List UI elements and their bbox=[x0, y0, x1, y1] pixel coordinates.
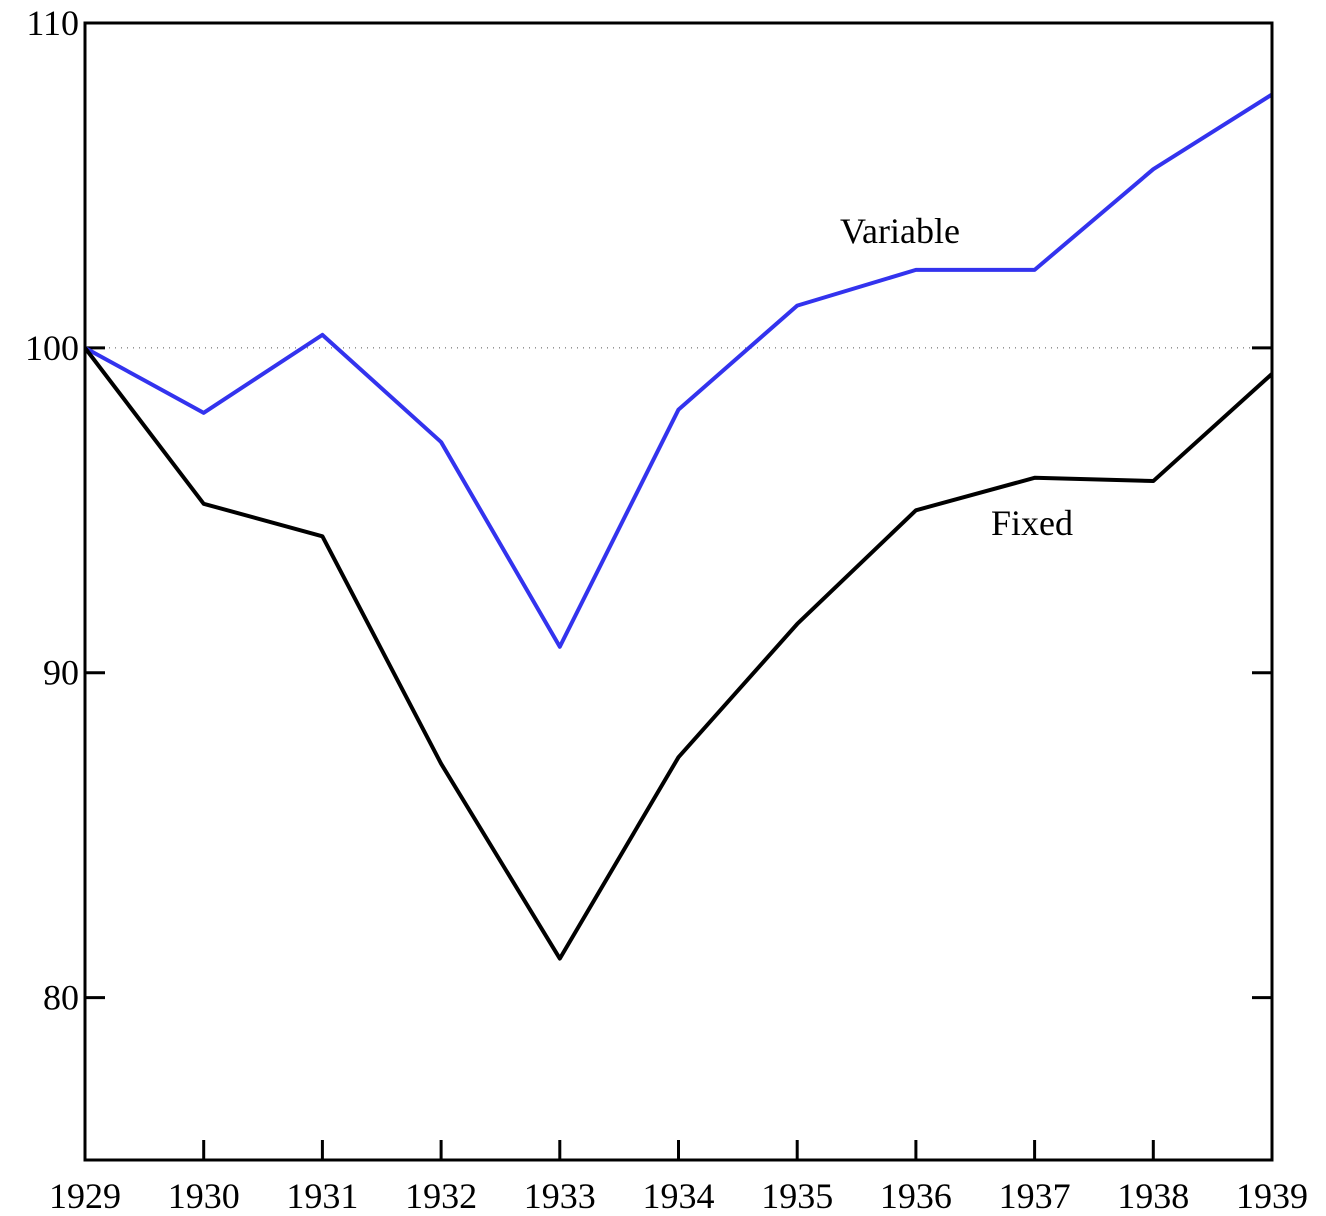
x-tick-label: 1935 bbox=[761, 1176, 833, 1216]
x-tick-label: 1937 bbox=[999, 1176, 1071, 1216]
y-tick-label: 100 bbox=[25, 328, 79, 368]
x-tick-label: 1932 bbox=[405, 1176, 477, 1216]
x-tick-label: 1939 bbox=[1236, 1176, 1308, 1216]
x-tick-label: 1936 bbox=[880, 1176, 952, 1216]
x-tick-label: 1934 bbox=[643, 1176, 715, 1216]
x-tick-label: 1929 bbox=[49, 1176, 121, 1216]
y-tick-label: 110 bbox=[26, 3, 79, 43]
y-tick-label: 90 bbox=[43, 653, 79, 693]
series-label: Fixed bbox=[991, 503, 1073, 543]
series-line bbox=[83, 346, 1274, 961]
x-tick-label: 1933 bbox=[524, 1176, 596, 1216]
y-tick-label: 80 bbox=[43, 978, 79, 1018]
x-tick-label: 1930 bbox=[168, 1176, 240, 1216]
x-tick-label: 1938 bbox=[1117, 1176, 1189, 1216]
series-label: Variable bbox=[840, 211, 960, 251]
plot-frame bbox=[83, 21, 1274, 1162]
series-line bbox=[84, 92, 1274, 649]
x-tick-label: 1931 bbox=[286, 1176, 358, 1216]
